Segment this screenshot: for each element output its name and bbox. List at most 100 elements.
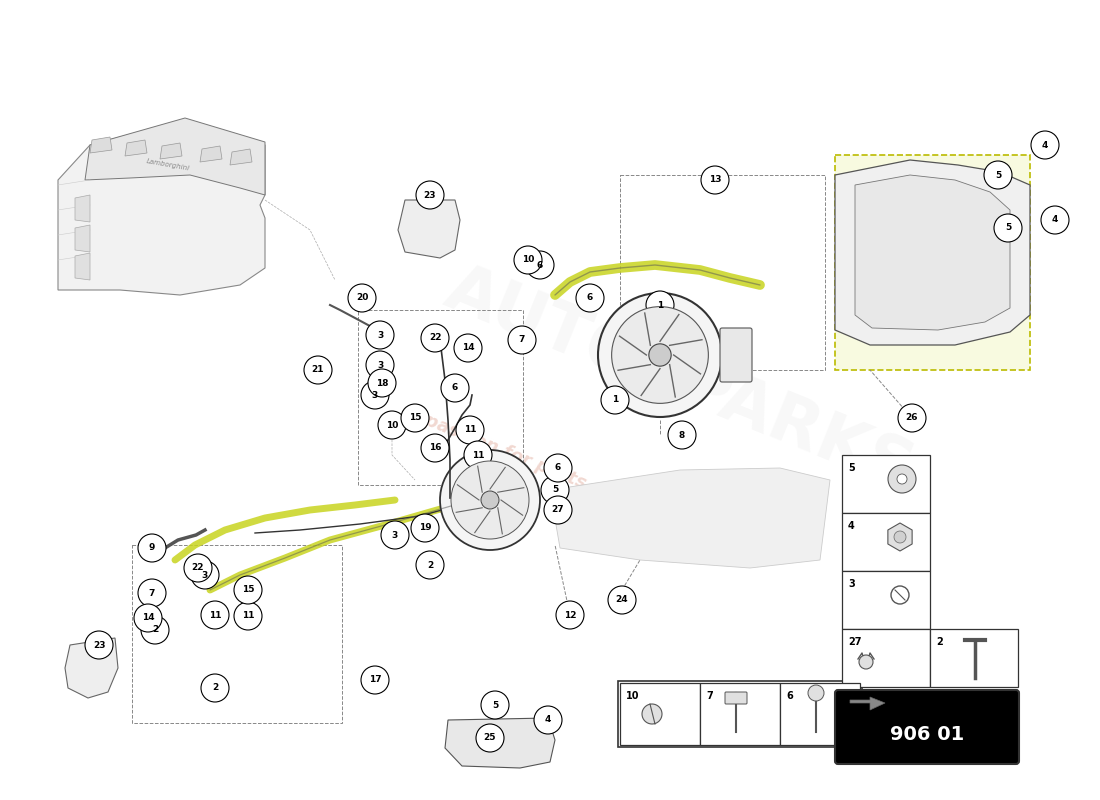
Circle shape xyxy=(456,416,484,444)
Text: 15: 15 xyxy=(409,414,421,422)
Circle shape xyxy=(1031,131,1059,159)
Circle shape xyxy=(441,374,469,402)
FancyBboxPatch shape xyxy=(930,629,1018,687)
Text: 906 01: 906 01 xyxy=(890,726,964,745)
Circle shape xyxy=(464,441,492,469)
FancyBboxPatch shape xyxy=(842,455,930,513)
Text: 4: 4 xyxy=(1042,141,1048,150)
Text: 3: 3 xyxy=(377,361,383,370)
Text: 3: 3 xyxy=(392,530,398,539)
Text: 23: 23 xyxy=(92,641,106,650)
Circle shape xyxy=(201,601,229,629)
Circle shape xyxy=(608,586,636,614)
Circle shape xyxy=(556,601,584,629)
Circle shape xyxy=(601,386,629,414)
Polygon shape xyxy=(888,523,912,551)
Circle shape xyxy=(361,381,389,409)
Text: AUTOSPARKS: AUTOSPARKS xyxy=(437,256,924,504)
Text: 24: 24 xyxy=(616,595,628,605)
Text: 10: 10 xyxy=(386,421,398,430)
FancyBboxPatch shape xyxy=(842,571,930,629)
Text: a passion for parts since 1986: a passion for parts since 1986 xyxy=(405,404,695,536)
Text: 3: 3 xyxy=(372,390,378,399)
Circle shape xyxy=(612,306,708,403)
Text: 22: 22 xyxy=(429,334,441,342)
Polygon shape xyxy=(230,149,252,165)
Polygon shape xyxy=(125,140,147,156)
Circle shape xyxy=(134,604,162,632)
Polygon shape xyxy=(75,253,90,280)
Text: 25: 25 xyxy=(484,734,496,742)
FancyBboxPatch shape xyxy=(700,683,780,745)
Text: 3: 3 xyxy=(202,570,208,579)
Text: 20: 20 xyxy=(355,294,368,302)
Circle shape xyxy=(451,461,529,539)
Text: 6: 6 xyxy=(537,261,543,270)
Text: 11: 11 xyxy=(464,426,476,434)
Circle shape xyxy=(381,521,409,549)
Text: 6: 6 xyxy=(786,691,793,701)
FancyBboxPatch shape xyxy=(620,683,700,745)
Circle shape xyxy=(888,465,916,493)
Circle shape xyxy=(191,561,219,589)
Text: 6: 6 xyxy=(452,383,458,393)
Circle shape xyxy=(514,246,542,274)
Text: 21: 21 xyxy=(311,366,324,374)
Text: 11: 11 xyxy=(242,611,254,621)
FancyBboxPatch shape xyxy=(842,513,930,571)
Circle shape xyxy=(421,324,449,352)
Text: 12: 12 xyxy=(563,610,576,619)
Circle shape xyxy=(141,616,169,644)
Circle shape xyxy=(646,291,674,319)
Circle shape xyxy=(348,284,376,312)
Circle shape xyxy=(421,434,449,462)
Text: 3: 3 xyxy=(377,330,383,339)
Circle shape xyxy=(85,631,113,659)
Circle shape xyxy=(896,474,907,484)
Text: 5: 5 xyxy=(552,486,558,494)
Text: 7: 7 xyxy=(706,691,713,701)
Text: 7: 7 xyxy=(519,335,525,345)
Text: 14: 14 xyxy=(142,614,154,622)
Circle shape xyxy=(534,706,562,734)
Polygon shape xyxy=(398,200,460,258)
Circle shape xyxy=(368,369,396,397)
Text: 2: 2 xyxy=(212,683,218,693)
Circle shape xyxy=(366,321,394,349)
Circle shape xyxy=(994,214,1022,242)
Text: 2: 2 xyxy=(936,637,943,647)
Circle shape xyxy=(361,666,389,694)
Circle shape xyxy=(234,576,262,604)
Circle shape xyxy=(526,251,554,279)
Text: 4: 4 xyxy=(1052,215,1058,225)
Circle shape xyxy=(859,655,873,669)
Circle shape xyxy=(366,351,394,379)
Circle shape xyxy=(894,531,906,543)
Text: 13: 13 xyxy=(708,175,722,185)
Text: 27: 27 xyxy=(848,637,861,647)
Circle shape xyxy=(541,476,569,504)
Text: Lamborghini: Lamborghini xyxy=(146,158,190,172)
Circle shape xyxy=(234,602,262,630)
Circle shape xyxy=(378,411,406,439)
FancyBboxPatch shape xyxy=(725,692,747,704)
Polygon shape xyxy=(65,638,118,698)
Text: 17: 17 xyxy=(368,675,382,685)
Text: 4: 4 xyxy=(544,715,551,725)
Circle shape xyxy=(598,293,722,417)
Text: 16: 16 xyxy=(429,443,441,453)
Circle shape xyxy=(576,284,604,312)
Text: 23: 23 xyxy=(424,190,437,199)
Circle shape xyxy=(701,166,729,194)
Polygon shape xyxy=(58,120,265,295)
FancyBboxPatch shape xyxy=(835,690,1019,764)
Text: 3: 3 xyxy=(848,579,855,589)
Polygon shape xyxy=(446,718,556,768)
Circle shape xyxy=(649,344,671,366)
Text: 1: 1 xyxy=(657,301,663,310)
Circle shape xyxy=(138,579,166,607)
Circle shape xyxy=(184,554,212,582)
FancyBboxPatch shape xyxy=(780,683,860,745)
Circle shape xyxy=(304,356,332,384)
Polygon shape xyxy=(855,175,1010,330)
